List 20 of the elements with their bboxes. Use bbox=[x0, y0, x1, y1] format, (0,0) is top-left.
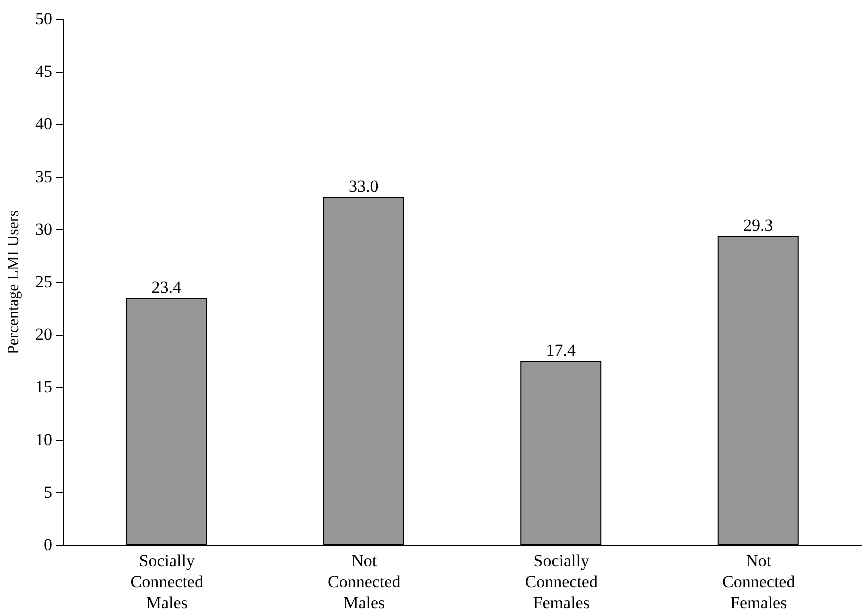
data-label: 23.4 bbox=[152, 278, 182, 297]
y-axis-title: Percentage LMI Users bbox=[6, 210, 22, 354]
y-tick-label: 50 bbox=[36, 10, 52, 28]
y-tick-label: 25 bbox=[36, 272, 52, 292]
data-label: 33.0 bbox=[349, 176, 379, 196]
x-tick-label: Not Connected Males bbox=[328, 552, 402, 612]
x-tick-label: Socially Connected Males bbox=[130, 552, 204, 612]
y-tick-label: 20 bbox=[36, 325, 52, 344]
data-label: 29.3 bbox=[744, 216, 774, 235]
x-tick-label: Not Connected Females bbox=[722, 552, 796, 612]
x-tick-label: Socially Connected Females bbox=[525, 552, 598, 612]
y-tick-label: 30 bbox=[36, 220, 52, 239]
y-tick-label: 5 bbox=[44, 482, 52, 502]
data-label: 17.4 bbox=[546, 340, 576, 360]
y-tick-label: 45 bbox=[36, 62, 52, 82]
y-tick-label: 40 bbox=[36, 114, 52, 134]
y-tick-label: 35 bbox=[36, 167, 52, 186]
y-tick-label: 10 bbox=[36, 430, 52, 450]
y-tick-label: 15 bbox=[36, 378, 52, 397]
y-tick-label: 0 bbox=[44, 536, 52, 554]
